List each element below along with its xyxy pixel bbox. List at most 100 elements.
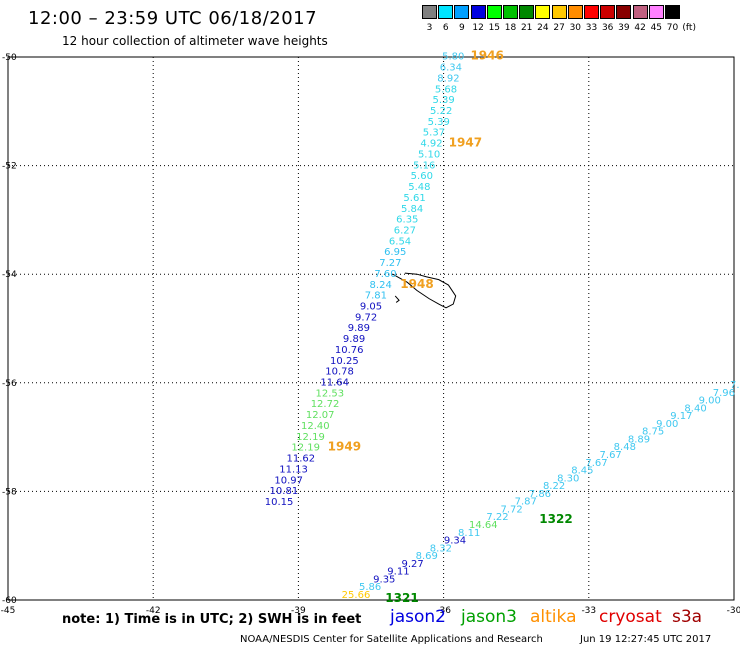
track-a-wave-label: 11.13 xyxy=(279,464,308,475)
track-a-time-label: 1948 xyxy=(400,277,433,291)
scale-swatch-39 xyxy=(616,5,632,19)
small-islet-outline xyxy=(394,295,400,303)
track-b-wave-label: 5.86 xyxy=(359,582,381,593)
track-a-wave-label: 11.64 xyxy=(320,378,349,389)
lon-tick-label: -42 xyxy=(146,606,161,616)
track-a-wave-label: 12.40 xyxy=(301,421,330,432)
track-b-wave-label: 8.69 xyxy=(416,551,438,562)
scale-swatch-42 xyxy=(632,5,648,19)
track-b-wave-label: 9.11 xyxy=(387,567,409,578)
track-a-wave-label: 5.84 xyxy=(401,204,423,215)
scale-label-27: 27 xyxy=(553,23,565,33)
lon-tick-label: -45 xyxy=(1,606,16,616)
track-a-wave-label: 9.05 xyxy=(360,301,382,312)
track-a-wave-label: 6.95 xyxy=(384,247,406,258)
scale-label-42: 42 xyxy=(634,23,646,33)
track-b-wave-label: 7.72 xyxy=(500,504,522,515)
track-a-wave-label: 6.27 xyxy=(394,225,416,236)
scale-label-9: 9 xyxy=(459,23,465,33)
track-b-wave-label: 9.27 xyxy=(401,559,423,570)
track-b-wave-label: 7.86 xyxy=(529,489,551,500)
map-subtitle: 12 hour collection of altimeter wave hei… xyxy=(62,34,328,48)
track-a-wave-label: 11.62 xyxy=(286,454,315,465)
scale-unit: (ft) xyxy=(682,23,696,33)
track-a-wave-label: 8.92 xyxy=(437,73,459,84)
scale-swatch-45 xyxy=(648,5,664,19)
track-b-wave-label: 14.64 xyxy=(469,520,498,531)
lat-tick-label: -56 xyxy=(2,379,17,389)
satellite-cryosat: cryosat xyxy=(599,607,662,627)
track-a-wave-label: 5.60 xyxy=(411,171,433,182)
track-b-wave-label: 8.45 xyxy=(571,466,593,477)
scale-swatch-30 xyxy=(567,5,583,19)
scale-label-15: 15 xyxy=(488,23,501,33)
track-b-wave-label: 7.0 xyxy=(730,380,740,391)
track-b-wave-label: 9.00 xyxy=(656,419,678,430)
track-a-wave-label: 12.19 xyxy=(296,432,325,443)
track-b-time-label: 1321 xyxy=(385,591,418,605)
scale-swatch-70 xyxy=(665,5,680,19)
track-a-wave-label: 10.78 xyxy=(325,367,354,378)
scale-swatch-27 xyxy=(551,5,567,19)
track-b-wave-label: 9.00 xyxy=(699,396,721,407)
scale-swatch-21 xyxy=(519,5,535,19)
track-b-wave-label: 7.67 xyxy=(600,450,622,461)
track-b-wave-label: 8.32 xyxy=(430,543,452,554)
scale-swatch-15 xyxy=(486,5,502,19)
satellite-jason3: jason3 xyxy=(461,607,517,627)
track-a-wave-label: 5.37 xyxy=(423,128,445,139)
lat-tick-label: -58 xyxy=(2,487,17,497)
track-b-wave-label: 9.35 xyxy=(373,574,395,585)
track-a-wave-label: 10.76 xyxy=(335,345,364,356)
scale-label-21: 21 xyxy=(520,23,533,33)
scale-label-18: 18 xyxy=(504,23,517,33)
track-a-wave-label: 5.10 xyxy=(418,149,440,160)
scale-swatch-36 xyxy=(600,5,616,19)
track-b-wave-label: 25.66 xyxy=(342,590,371,601)
track-a-wave-label: 7.27 xyxy=(379,258,401,269)
scale-swatch-24 xyxy=(535,5,551,19)
track-a-wave-label: 6.35 xyxy=(396,215,418,226)
track-a-wave-label: 12.07 xyxy=(306,410,335,421)
track-b-time-label: 1322 xyxy=(539,512,572,526)
track-a-wave-label: 5.48 xyxy=(408,182,430,193)
scale-label-45: 45 xyxy=(650,23,663,33)
scale-swatch-12 xyxy=(470,5,486,19)
generated-timestamp: Jun 19 12:27:45 UTC 2017 xyxy=(580,634,712,645)
track-a-wave-label: 7.81 xyxy=(365,291,387,302)
scale-label-24: 24 xyxy=(537,23,549,33)
track-a-wave-label: 5.39 xyxy=(428,117,450,128)
track-a-wave-label: 10.15 xyxy=(265,497,294,508)
track-a-time-label: 1947 xyxy=(449,136,482,150)
track-a-wave-label: 5.22 xyxy=(430,106,452,117)
scale-swatch-6 xyxy=(438,5,454,19)
track-b-wave-label: 8.11 xyxy=(458,528,480,539)
track-b-wave-label: 8.75 xyxy=(642,427,664,438)
credit-text: NOAA/NESDIS Center for Satellite Applica… xyxy=(240,634,543,645)
satellite-jason2: jason2 xyxy=(390,607,446,627)
footer-note: note: 1) Time is in UTC; 2) SWH is in fe… xyxy=(62,612,362,627)
track-a-wave-label: 5.68 xyxy=(435,84,457,95)
track-b-wave-label: 8.22 xyxy=(543,481,565,492)
satellite-s3a: s3a xyxy=(672,607,703,627)
track-b-wave-label: 8.30 xyxy=(557,473,579,484)
track-a-wave-label: 10.97 xyxy=(274,475,303,486)
scale-swatch-18 xyxy=(503,5,518,19)
lon-tick-label: -39 xyxy=(291,606,306,616)
track-b-wave-label: 7.22 xyxy=(486,512,508,523)
scale-swatch-33 xyxy=(584,5,599,19)
lat-tick-label: -50 xyxy=(2,53,17,63)
track-b-wave-label: 9.34 xyxy=(444,536,466,547)
scale-label-3: 3 xyxy=(426,23,433,33)
track-a-wave-label: 6.54 xyxy=(389,236,411,247)
track-a-wave-label: 10.25 xyxy=(330,356,359,367)
scale-label-33: 33 xyxy=(585,23,598,33)
scale-label-39: 39 xyxy=(618,23,630,33)
track-b-wave-label: 9.17 xyxy=(670,411,692,422)
track-a-wave-label: 7.60 xyxy=(374,269,396,280)
track-a-wave-label: 12.53 xyxy=(316,388,345,399)
scale-label-12: 12 xyxy=(472,23,484,33)
track-a-wave-label: 10.81 xyxy=(270,486,299,497)
track-b-wave-label: 7.67 xyxy=(585,458,607,469)
track-a-wave-label: 9.89 xyxy=(343,334,365,345)
